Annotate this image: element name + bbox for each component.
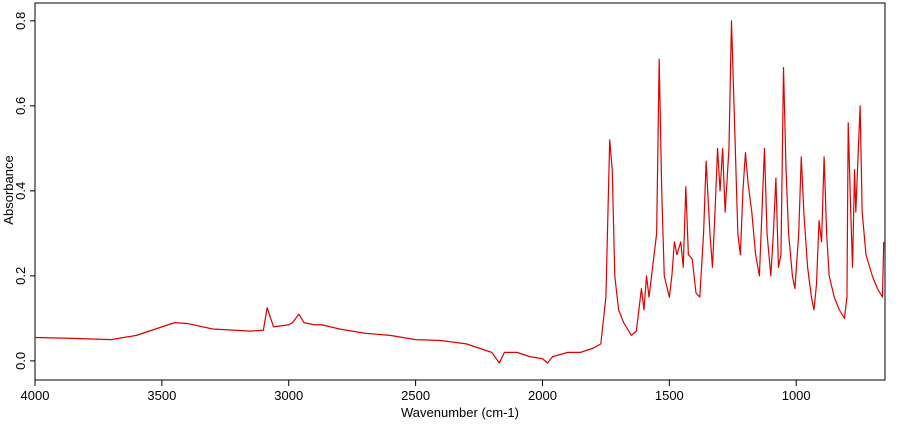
x-tick-label: 3000 bbox=[274, 388, 303, 403]
y-tick-label: 0.6 bbox=[13, 97, 28, 115]
spectrum-line bbox=[34, 20, 885, 364]
y-tick-label: 0.8 bbox=[13, 12, 28, 30]
y-axis-label: Absorbance bbox=[1, 155, 16, 224]
y-tick-label: 0.2 bbox=[13, 267, 28, 285]
x-tick-label: 2500 bbox=[401, 388, 430, 403]
x-tick-label: 4000 bbox=[21, 388, 50, 403]
x-tick-label: 1500 bbox=[655, 388, 684, 403]
x-tick-label: 3500 bbox=[147, 388, 176, 403]
y-tick-label: 0.0 bbox=[13, 352, 28, 370]
x-axis-label: Wavenumber (cm-1) bbox=[401, 405, 519, 420]
plot-frame bbox=[34, 2, 886, 381]
x-tick-label: 1000 bbox=[782, 388, 811, 403]
x-tick-label: 2000 bbox=[528, 388, 557, 403]
y-tick-label: 0.4 bbox=[13, 182, 28, 200]
